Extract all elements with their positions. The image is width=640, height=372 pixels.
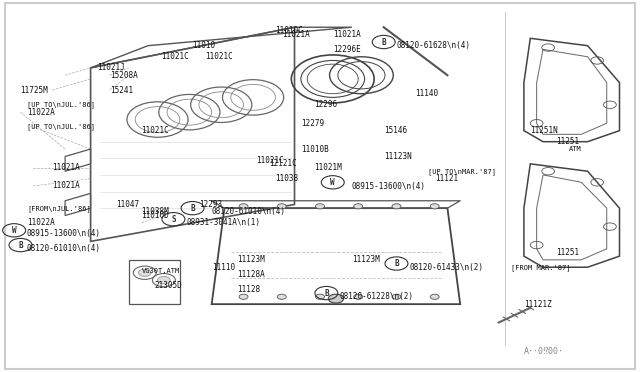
Text: 11140: 11140 xyxy=(415,89,438,98)
Text: 15208A: 15208A xyxy=(109,71,138,80)
Circle shape xyxy=(430,294,439,299)
Text: 11021J: 11021J xyxy=(97,63,125,72)
Text: B: B xyxy=(394,259,399,268)
Text: 08120-61010\n(4): 08120-61010\n(4) xyxy=(212,207,285,217)
Text: 11021M: 11021M xyxy=(314,163,341,172)
Circle shape xyxy=(239,204,248,209)
Text: 08915-13600\n(4): 08915-13600\n(4) xyxy=(27,230,101,238)
Circle shape xyxy=(277,204,286,209)
Text: 08120-61628\n(4): 08120-61628\n(4) xyxy=(396,41,470,50)
Text: 11021A: 11021A xyxy=(282,30,310,39)
Text: 11121Z: 11121Z xyxy=(524,300,552,309)
Text: 11010D: 11010D xyxy=(141,211,170,220)
Text: 11021A: 11021A xyxy=(333,30,360,39)
Text: 15241: 15241 xyxy=(109,86,133,94)
Text: B: B xyxy=(324,289,329,298)
Circle shape xyxy=(316,204,324,209)
Text: 11021A: 11021A xyxy=(52,163,80,172)
Circle shape xyxy=(430,204,439,209)
Text: B: B xyxy=(18,241,23,250)
Text: VG30T,ATM: VG30T,ATM xyxy=(141,268,180,274)
Circle shape xyxy=(392,204,401,209)
Text: W: W xyxy=(12,226,17,235)
Text: B: B xyxy=(381,38,386,46)
Text: 11725M: 11725M xyxy=(20,86,48,94)
Text: 12121C: 12121C xyxy=(269,159,297,169)
Text: 11251N: 11251N xyxy=(531,126,558,135)
Text: 21305D: 21305D xyxy=(154,281,182,290)
Text: A··0⁉00·: A··0⁉00· xyxy=(524,347,564,356)
Text: 11047: 11047 xyxy=(116,200,140,209)
Text: 12293: 12293 xyxy=(199,200,222,209)
Text: ATM: ATM xyxy=(568,146,581,152)
Text: 08931-3041A\n(1): 08931-3041A\n(1) xyxy=(186,218,260,227)
Circle shape xyxy=(316,294,324,299)
Text: S: S xyxy=(171,215,176,224)
Text: [UP TO\nMAR.'87]: [UP TO\nMAR.'87] xyxy=(428,168,497,174)
Text: 11128A: 11128A xyxy=(237,270,265,279)
Circle shape xyxy=(239,294,248,299)
Text: [UP TO\nJUL.'86]: [UP TO\nJUL.'86] xyxy=(27,124,95,130)
Text: 11251: 11251 xyxy=(556,137,579,146)
Text: 11010C: 11010C xyxy=(275,26,303,35)
FancyBboxPatch shape xyxy=(4,3,636,369)
Text: 11021C: 11021C xyxy=(256,155,284,165)
Text: 11021C: 11021C xyxy=(161,52,188,61)
Text: 08915-13600\n(4): 08915-13600\n(4) xyxy=(352,182,426,190)
Text: B: B xyxy=(190,203,195,213)
Text: 08120-61228\n(2): 08120-61228\n(2) xyxy=(339,292,413,301)
Text: 08120-61010\n(4): 08120-61010\n(4) xyxy=(27,244,101,253)
Text: 11021C: 11021C xyxy=(141,126,170,135)
Circle shape xyxy=(277,294,286,299)
Text: 12296E: 12296E xyxy=(333,45,360,54)
Text: 11123M: 11123M xyxy=(237,255,265,264)
Text: 12279: 12279 xyxy=(301,119,324,128)
Text: 11110: 11110 xyxy=(212,263,235,272)
Text: 11038: 11038 xyxy=(275,174,298,183)
Text: 11021C: 11021C xyxy=(205,52,233,61)
Text: 11123N: 11123N xyxy=(384,152,412,161)
Text: [FROM MAR.'87]: [FROM MAR.'87] xyxy=(511,264,571,270)
Text: 11022A: 11022A xyxy=(27,108,54,117)
Text: W: W xyxy=(330,178,335,187)
Circle shape xyxy=(392,294,401,299)
Text: 11021A: 11021A xyxy=(52,182,80,190)
Text: 11022A: 11022A xyxy=(27,218,54,227)
Text: 11121: 11121 xyxy=(435,174,458,183)
Text: 11010B: 11010B xyxy=(301,145,328,154)
Circle shape xyxy=(157,276,170,284)
Text: 15146: 15146 xyxy=(384,126,407,135)
Circle shape xyxy=(328,294,344,303)
Circle shape xyxy=(354,204,363,209)
Text: 12296: 12296 xyxy=(314,100,337,109)
Text: 11123M: 11123M xyxy=(352,255,380,264)
Text: 08120-61433\n(2): 08120-61433\n(2) xyxy=(409,263,483,272)
Text: [UP TO\nJUL.'86]: [UP TO\nJUL.'86] xyxy=(27,102,95,108)
Text: 11251: 11251 xyxy=(556,248,579,257)
Text: [FROM\nJUL.'86]: [FROM\nJUL.'86] xyxy=(27,205,91,212)
Circle shape xyxy=(354,294,363,299)
Text: 11010: 11010 xyxy=(193,41,216,50)
Circle shape xyxy=(138,269,151,276)
Text: 11038M: 11038M xyxy=(141,207,170,217)
Text: 11128: 11128 xyxy=(237,285,260,294)
